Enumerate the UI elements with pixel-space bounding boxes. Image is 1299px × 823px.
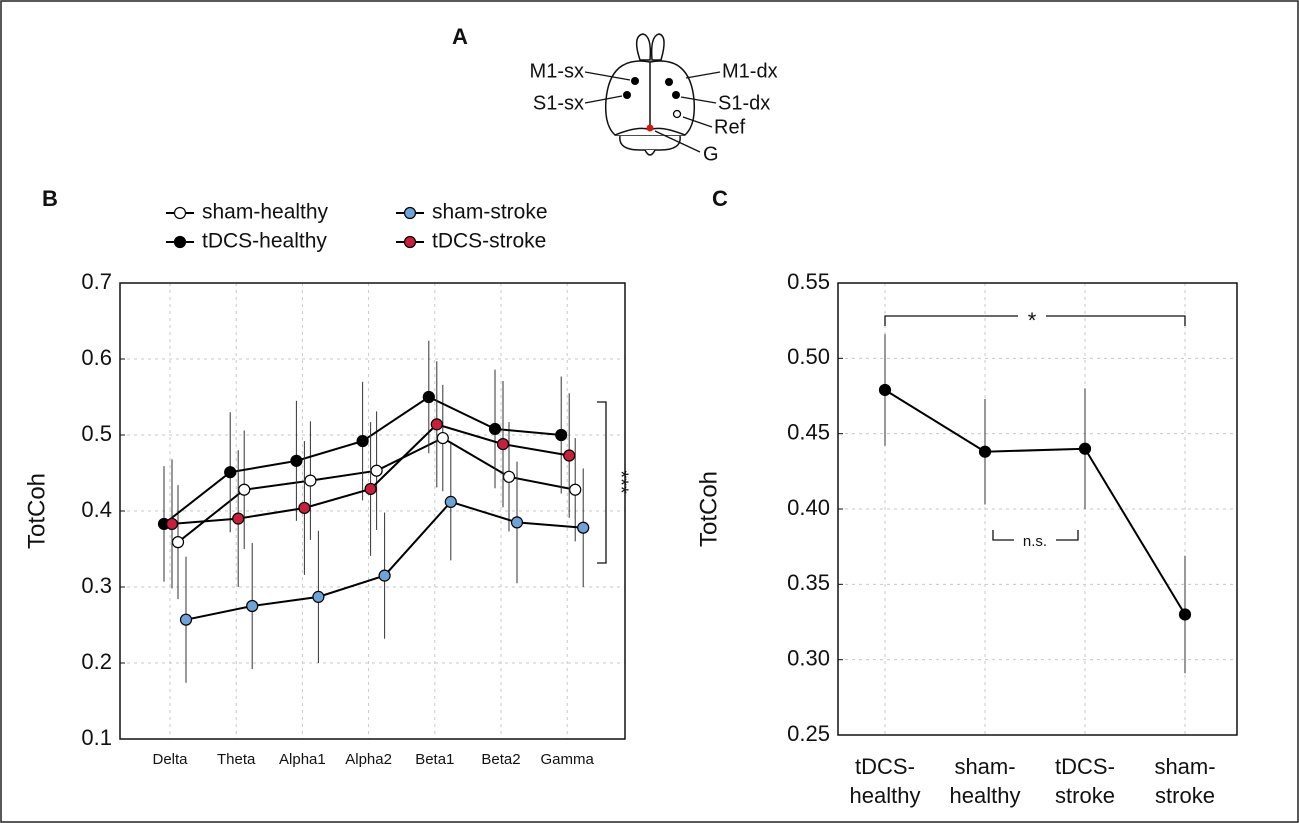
data-point bbox=[238, 483, 251, 496]
data-point bbox=[165, 517, 179, 531]
y-tick-label: 0.50 bbox=[787, 344, 830, 369]
x-tick-label: Beta1 bbox=[415, 751, 454, 768]
legend-label: sham-healthy bbox=[202, 201, 329, 224]
data-point bbox=[488, 422, 502, 436]
electrodes bbox=[623, 77, 682, 132]
data-point bbox=[356, 434, 369, 448]
data-point bbox=[569, 483, 582, 496]
data-point bbox=[978, 445, 992, 458]
data-point bbox=[436, 431, 449, 445]
y-tick-label: 0.40 bbox=[787, 495, 830, 520]
data-point bbox=[304, 474, 317, 487]
plot-frame bbox=[119, 282, 626, 740]
x-tick-label: tDCS-stroke bbox=[1055, 754, 1115, 808]
data-point bbox=[290, 454, 303, 467]
data-point bbox=[555, 428, 568, 442]
legend-marker bbox=[173, 206, 187, 220]
data-point bbox=[171, 536, 185, 549]
electrode-label: S1-dx bbox=[718, 92, 770, 114]
data-point bbox=[878, 383, 892, 397]
panel-label: C bbox=[712, 186, 728, 211]
x-tick-label: Alpha2 bbox=[345, 751, 392, 768]
electrode-label: M1-dx bbox=[722, 60, 778, 82]
data-point bbox=[224, 466, 237, 479]
data-point bbox=[430, 418, 443, 431]
y-tick-label: 0.30 bbox=[787, 645, 830, 670]
data-point bbox=[1078, 442, 1092, 455]
data-point bbox=[563, 449, 576, 462]
y-tick-label: 0.3 bbox=[81, 573, 112, 598]
y-tick-label: 0.55 bbox=[787, 269, 830, 294]
electrode-label: M1-sx bbox=[530, 60, 584, 82]
y-axis-label: TotCoh bbox=[23, 473, 50, 549]
x-tick-label: Gamma bbox=[541, 751, 595, 768]
data-point bbox=[370, 464, 383, 477]
x-tick-label: Theta bbox=[217, 751, 256, 768]
legend-marker bbox=[403, 206, 417, 220]
data-point bbox=[232, 512, 245, 525]
data-point bbox=[1178, 608, 1192, 621]
data-point bbox=[246, 599, 259, 613]
x-tick-label: Beta2 bbox=[481, 751, 520, 768]
data-point bbox=[422, 390, 435, 404]
legend-label: sham-stroke bbox=[432, 201, 548, 224]
legend-marker bbox=[403, 235, 417, 249]
data-point bbox=[502, 470, 516, 483]
ns-bracket bbox=[992, 530, 1079, 541]
data-point bbox=[577, 521, 590, 534]
significance-label: *** bbox=[610, 470, 632, 494]
series-line bbox=[884, 389, 1186, 615]
electrode-leaders bbox=[584, 71, 721, 153]
y-tick-label: 0.6 bbox=[81, 345, 112, 370]
plot-frame bbox=[837, 282, 1238, 736]
x-tick-label: tDCS-healthy bbox=[850, 754, 921, 808]
x-tick-label: sham-healthy bbox=[950, 754, 1021, 808]
legend-label: tDCS-healthy bbox=[202, 230, 327, 253]
data-point bbox=[378, 569, 391, 582]
y-axis-label: TotCoh bbox=[695, 471, 722, 547]
ns-label: n.s. bbox=[1023, 533, 1047, 550]
data-point bbox=[364, 482, 377, 496]
significance-bracket bbox=[884, 315, 1186, 326]
y-tick-label: 0.35 bbox=[787, 570, 830, 595]
electrode-label: G bbox=[703, 143, 719, 165]
x-tick-label: Alpha1 bbox=[279, 751, 326, 768]
data-point bbox=[444, 495, 457, 508]
y-tick-label: 0.1 bbox=[81, 725, 112, 750]
x-tick-label: Delta bbox=[152, 751, 188, 768]
electrode-label: S1-sx bbox=[533, 92, 584, 114]
y-tick-label: 0.45 bbox=[787, 419, 830, 444]
y-tick-label: 0.4 bbox=[81, 497, 112, 522]
y-tick-label: 0.7 bbox=[81, 269, 112, 294]
panel-label: A bbox=[452, 24, 468, 49]
electrode-label: Ref bbox=[714, 116, 746, 138]
data-point bbox=[179, 613, 193, 626]
panel-label: B bbox=[42, 186, 58, 211]
y-tick-label: 0.2 bbox=[81, 649, 112, 674]
significance-label: * bbox=[1028, 308, 1037, 333]
data-point bbox=[298, 501, 311, 515]
y-tick-label: 0.25 bbox=[787, 721, 830, 746]
x-tick-label: sham-stroke bbox=[1154, 754, 1215, 808]
significance-bracket bbox=[597, 401, 607, 564]
data-point bbox=[510, 516, 524, 529]
y-tick-label: 0.5 bbox=[81, 421, 112, 446]
legend-marker bbox=[173, 235, 187, 249]
data-point bbox=[496, 438, 510, 451]
legend-label: tDCS-stroke bbox=[432, 230, 546, 253]
data-point bbox=[312, 590, 325, 603]
